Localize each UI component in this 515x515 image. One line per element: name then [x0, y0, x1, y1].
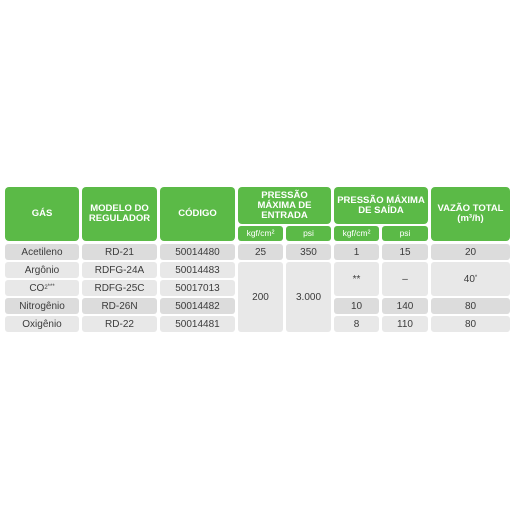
header-pressao-saida: PRESSÃO MÁXIMA DE SAÍDA [334, 187, 428, 224]
table-cell-saida-kgf-merged: ** [334, 262, 379, 296]
table-cell-saida-psi: 110 [382, 316, 428, 332]
table-cell-gas: Argônio [5, 262, 79, 278]
table-cell-entrada-kgf: 25 [238, 244, 283, 260]
header-gas: GÁS [5, 187, 79, 241]
table-cell-gas: Nitrogênio [5, 298, 79, 314]
table-cell-codigo: 50014481 [160, 316, 235, 332]
table-cell-modelo: RDFG-24A [82, 262, 157, 278]
table-cell-vazao: 80 [431, 316, 510, 332]
subheader-saida-psi: psi [382, 226, 428, 241]
table-cell-codigo: 50017013 [160, 280, 235, 296]
table-cell-saida-psi-merged: – [382, 262, 428, 296]
table-cell-gas: Acetileno [5, 244, 79, 260]
table-cell-gas: Oxigênio [5, 316, 79, 332]
vazao-merged-value: 40 [463, 273, 475, 285]
table-cell-saida-kgf: 10 [334, 298, 379, 314]
header-codigo: CÓDIGO [160, 187, 235, 241]
table-cell-modelo: RD-22 [82, 316, 157, 332]
subheader-entrada-psi: psi [286, 226, 331, 241]
table-cell-modelo: RD-21 [82, 244, 157, 260]
table-cell-entrada-psi: 350 [286, 244, 331, 260]
table-cell-vazao: 80 [431, 298, 510, 314]
table-cell-entrada-psi-merged: 3.000 [286, 262, 331, 332]
header-vazao: VAZÃO TOTAL (m³/h) [431, 187, 510, 241]
table-cell-codigo: 50014483 [160, 262, 235, 278]
header-pressao-entrada: PRESSÃO MÁXIMA DE ENTRADA [238, 187, 331, 224]
table-cell-saida-psi: 140 [382, 298, 428, 314]
table-cell-entrada-kgf-merged: 200 [238, 262, 283, 332]
table-cell-saida-kgf: 8 [334, 316, 379, 332]
subheader-saida-kgf: kgf/cm² [334, 226, 379, 241]
table-cell-saida-psi: 15 [382, 244, 428, 260]
table-cell-saida-kgf: 1 [334, 244, 379, 260]
table-cell-modelo: RDFG-25C [82, 280, 157, 296]
table-cell-vazao-merged: 40 * [431, 262, 510, 296]
table-cell-modelo: RD-26N [82, 298, 157, 314]
subheader-entrada-kgf: kgf/cm² [238, 226, 283, 241]
table-cell-codigo: 50014482 [160, 298, 235, 314]
header-modelo: MODELO DO REGULADOR [82, 187, 157, 241]
gas-co2-subscript: 2 [44, 284, 48, 291]
gas-co2-text: CO [29, 282, 45, 294]
table-cell-vazao: 20 [431, 244, 510, 260]
table-cell-gas: CO 2 *** [5, 280, 79, 296]
table-cell-codigo: 50014480 [160, 244, 235, 260]
